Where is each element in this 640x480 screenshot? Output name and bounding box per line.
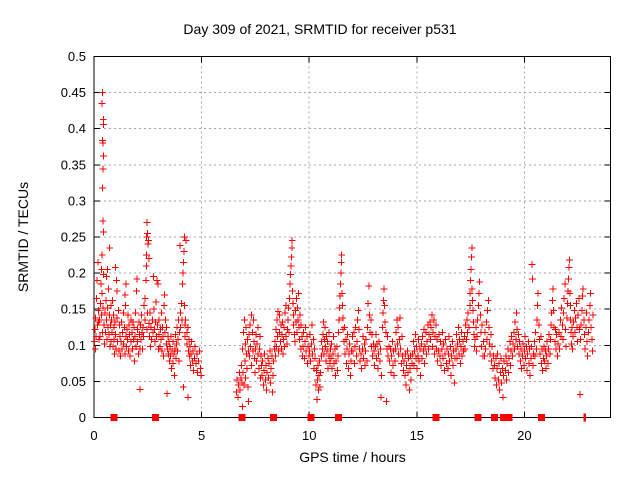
x-tick-label: 20 bbox=[517, 428, 531, 443]
y-tick-label: 0 bbox=[79, 410, 86, 425]
baseline-event-square bbox=[432, 414, 440, 421]
baseline-event-square bbox=[269, 414, 277, 421]
chart-title: Day 309 of 2021, SRMTID for receiver p53… bbox=[183, 21, 457, 37]
x-axis-label: GPS time / hours bbox=[299, 449, 406, 465]
baseline-event-square bbox=[238, 414, 246, 421]
x-tick-label: 0 bbox=[90, 428, 97, 443]
y-tick-label: 0.2 bbox=[68, 266, 86, 281]
x-tick-label: 5 bbox=[198, 428, 205, 443]
y-tick-label: 0.3 bbox=[68, 193, 86, 208]
baseline-event-square bbox=[499, 414, 507, 421]
baseline-event-square bbox=[538, 414, 546, 421]
baseline-event-square bbox=[334, 414, 342, 421]
baseline-event-square bbox=[491, 414, 499, 421]
y-tick-label: 0.4 bbox=[68, 121, 86, 136]
baseline-event-square bbox=[110, 414, 118, 421]
y-tick-label: 0.1 bbox=[68, 338, 86, 353]
baseline-vbar-mark bbox=[583, 413, 587, 422]
y-tick-label: 0.15 bbox=[61, 302, 86, 317]
baseline-event-square bbox=[151, 414, 159, 421]
baseline-event-square bbox=[474, 414, 482, 421]
x-tick-label: 15 bbox=[410, 428, 424, 443]
y-tick-label: 0.35 bbox=[61, 157, 86, 172]
y-tick-label: 0.25 bbox=[61, 230, 86, 245]
y-tick-label: 0.45 bbox=[61, 85, 86, 100]
y-tick-label: 0.5 bbox=[68, 49, 86, 64]
baseline-event-square bbox=[307, 414, 315, 421]
baseline-event-square bbox=[505, 414, 513, 421]
x-tick-label: 10 bbox=[302, 428, 316, 443]
tick-marks bbox=[93, 56, 611, 418]
data-points-plus bbox=[91, 89, 597, 411]
y-axis-label: SRMTID / TECUs bbox=[15, 181, 31, 293]
y-tick-label: 0.05 bbox=[61, 374, 86, 389]
